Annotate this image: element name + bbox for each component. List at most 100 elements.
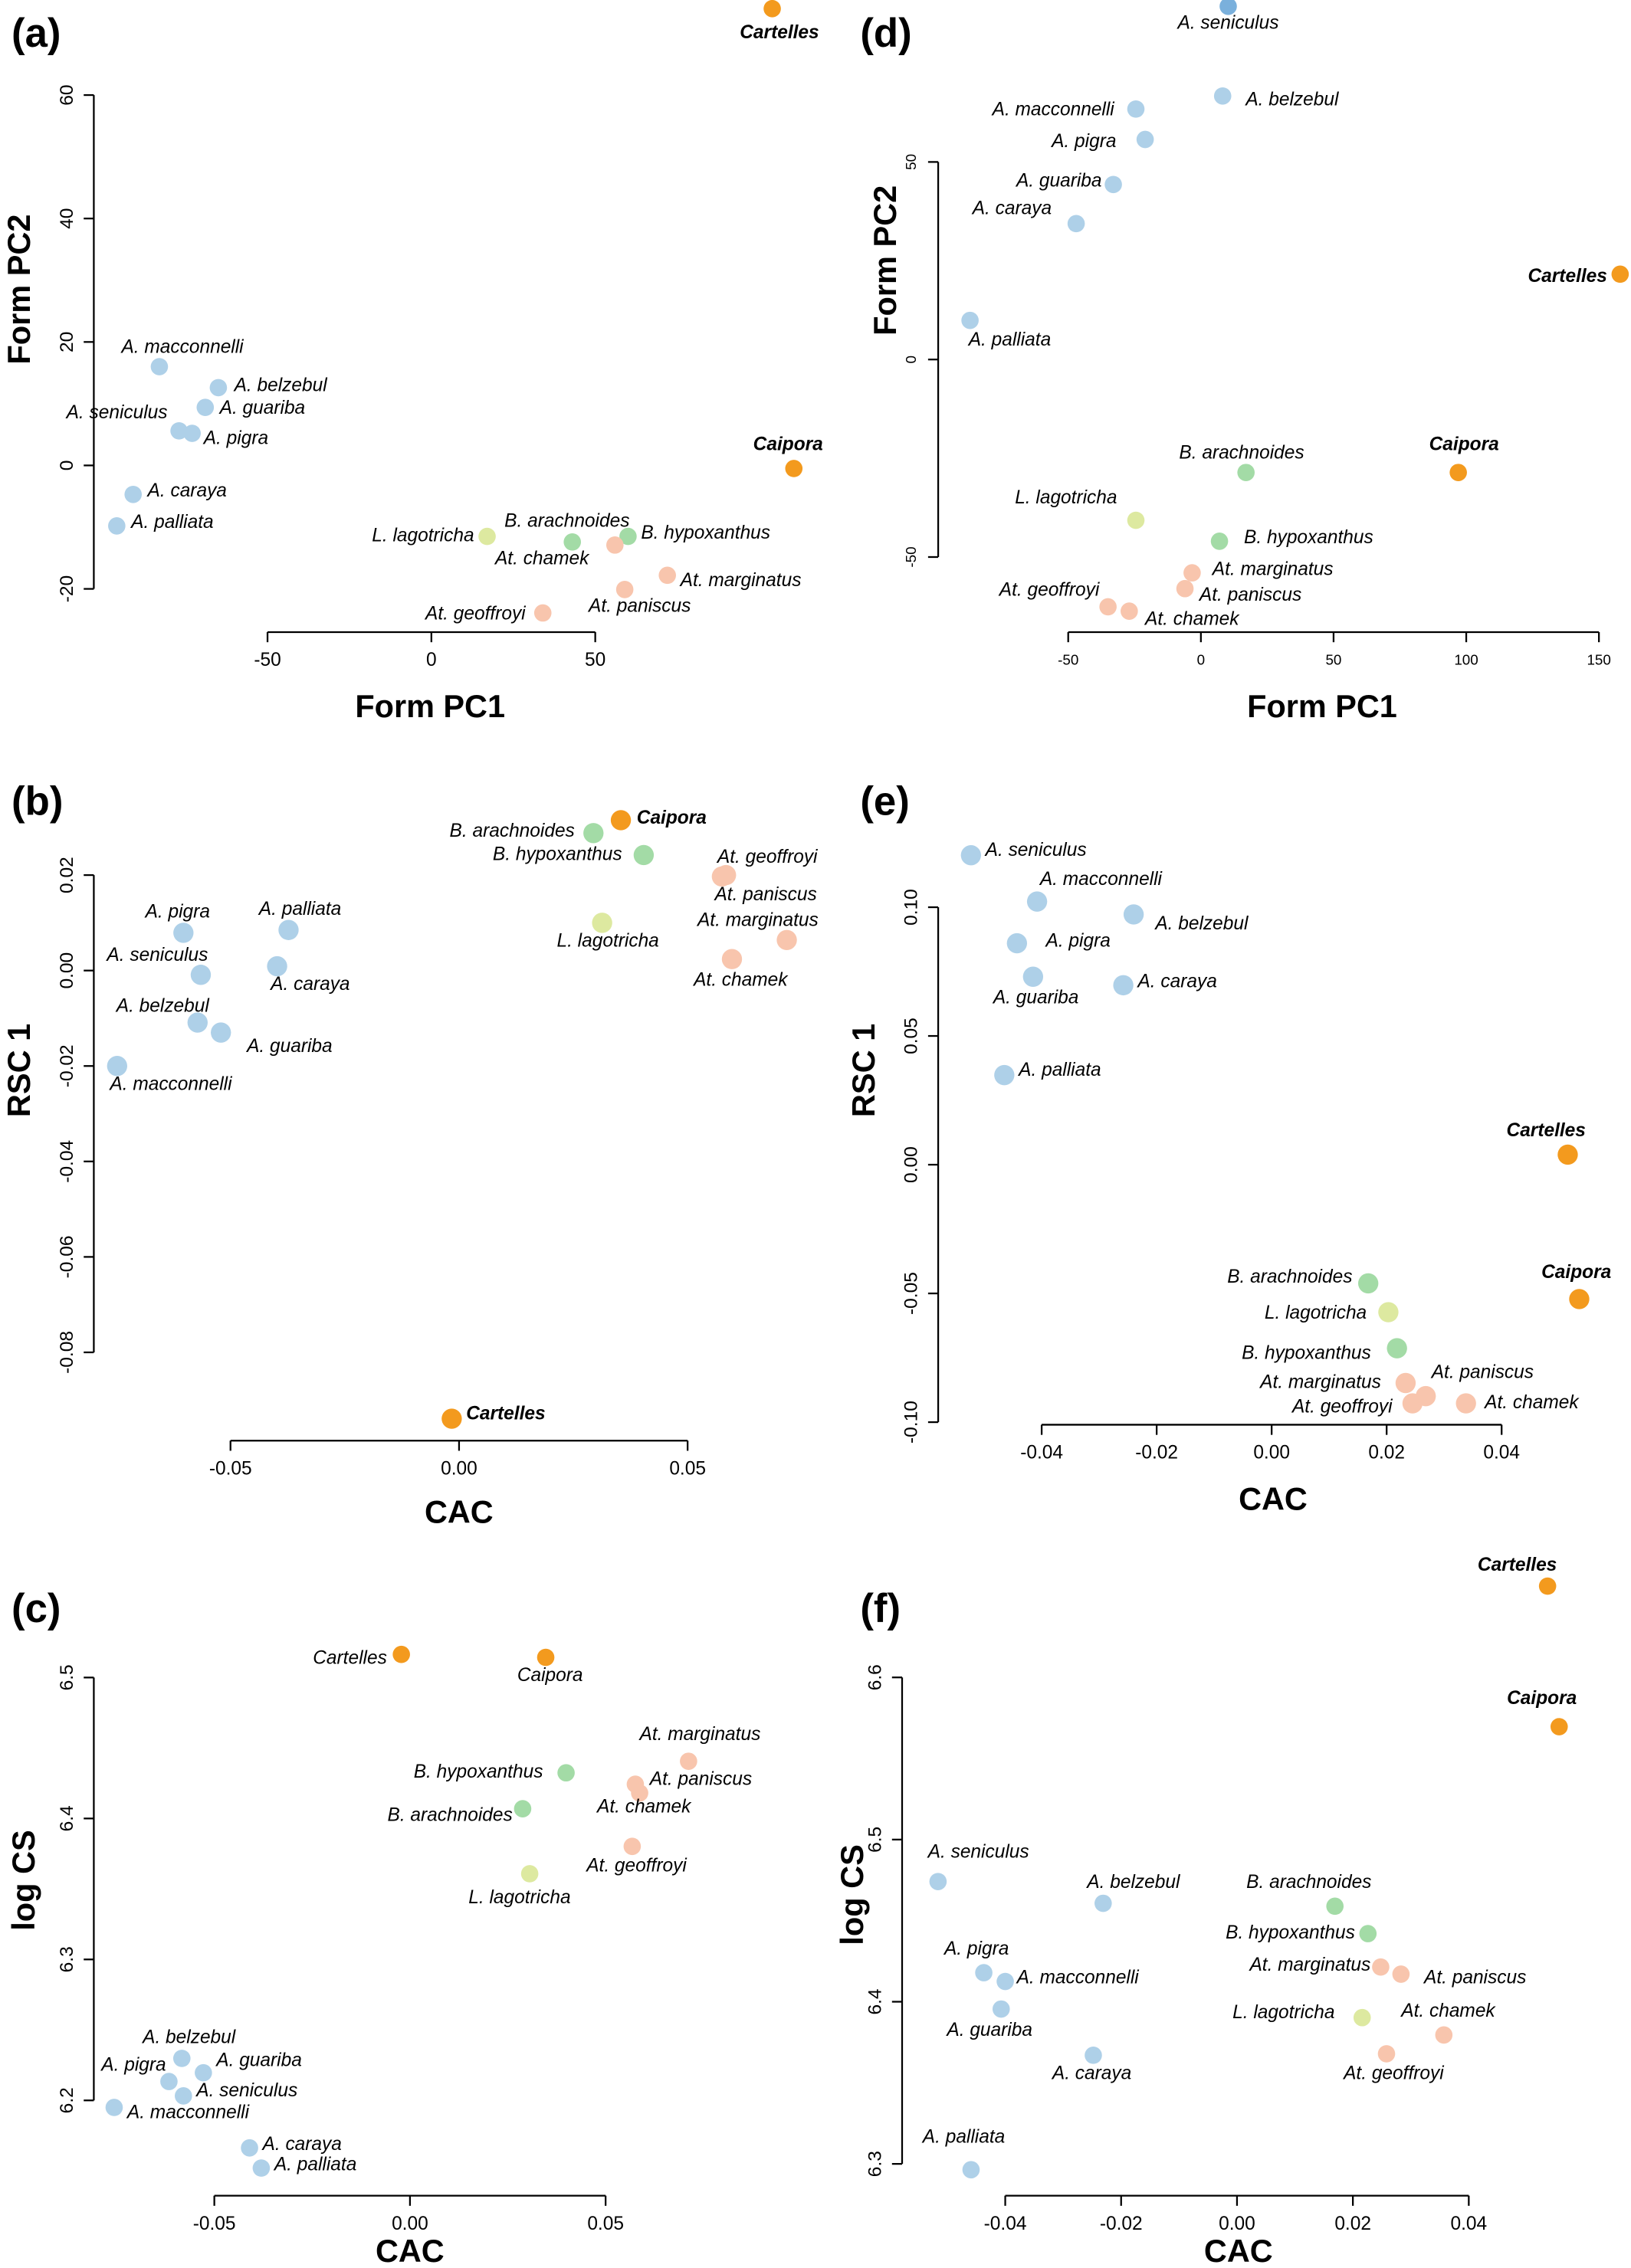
point-label: At. geoffroyi (1291, 1397, 1393, 1418)
point-label: Caipora (1507, 1688, 1577, 1709)
point-label: A. palliata (1017, 1060, 1101, 1080)
data-point (1127, 100, 1145, 118)
x-tick-label: -0.02 (1135, 1443, 1178, 1463)
point-label: L. lagotricha (372, 526, 474, 546)
point-label: At. chamek (692, 969, 789, 990)
point-label: A. belzebul (1154, 913, 1249, 934)
point-label: At. paniscus (648, 1768, 752, 1789)
data-point (1123, 904, 1144, 925)
x-tick-label: -0.04 (984, 2214, 1027, 2234)
data-point (1435, 2026, 1453, 2044)
point-label: A. palliata (273, 2154, 356, 2175)
y-tick-label: 0.10 (901, 889, 922, 926)
data-point (190, 965, 212, 985)
data-point (252, 2159, 271, 2177)
point-label: At. paniscus (713, 884, 816, 905)
point-label: L. lagotricha (1015, 487, 1117, 508)
data-point (1550, 1718, 1568, 1735)
y-axis-label: Form PC2 (867, 185, 903, 336)
data-point (994, 1064, 1015, 1086)
data-point (1183, 564, 1201, 582)
point-label: At. marginatus (1259, 1372, 1381, 1392)
point-label: A. pigra (202, 428, 268, 449)
x-tick-label: 0.00 (392, 2214, 428, 2234)
data-point (610, 810, 632, 831)
data-point (1094, 1894, 1112, 1912)
data-point (478, 527, 496, 546)
point-label: A. guariba (245, 1036, 333, 1057)
y-tick-label: -0.04 (57, 1140, 77, 1183)
x-axis-label: CAC (1239, 1480, 1308, 1516)
data-point (633, 844, 655, 866)
point-label: A. pigra (100, 2054, 166, 2075)
data-point (960, 844, 982, 866)
y-tick-label: -0.02 (57, 1044, 77, 1087)
point-label: At. marginatus (1211, 559, 1334, 579)
y-tick-label: -20 (57, 575, 77, 602)
y-tick-label: 50 (903, 154, 919, 170)
point-label: At. geoffroyi (716, 847, 818, 867)
data-point (175, 2087, 192, 2105)
data-point (267, 955, 287, 977)
point-label: A. caraya (146, 480, 227, 501)
data-point (392, 1645, 410, 1663)
point-label: At. chamek (1144, 608, 1240, 629)
point-label: At. chamek (1483, 1392, 1580, 1413)
y-tick-label: 0 (57, 460, 77, 471)
data-point (1538, 1577, 1557, 1595)
x-tick-label: 0.02 (1368, 1443, 1405, 1463)
point-label: At. paniscus (1430, 1362, 1534, 1382)
point-label: At. paniscus (1423, 1968, 1526, 1988)
data-point (592, 913, 612, 933)
y-tick-label: -50 (903, 546, 919, 567)
point-label: B. arachnoides (504, 510, 629, 531)
point-label: At. chamek (494, 549, 590, 569)
data-point (209, 379, 228, 397)
point-label: A. caraya (261, 2134, 342, 2155)
data-point (711, 866, 733, 887)
point-label: A. seniculus (927, 1841, 1029, 1862)
data-point (615, 581, 634, 598)
data-point (533, 604, 552, 622)
point-label: A. palliata (130, 512, 213, 533)
point-label: L. lagotricha (468, 1887, 570, 1908)
panel-label: (d) (860, 11, 911, 56)
data-point (992, 2000, 1010, 2018)
point-label: A. caraya (1051, 2063, 1131, 2083)
point-label: At. paniscus (587, 595, 691, 616)
data-point (1085, 2047, 1102, 2064)
point-label: B. hypoxanthus (1226, 1922, 1355, 1943)
data-point (623, 1837, 642, 1856)
point-label: At. paniscus (1198, 585, 1301, 605)
data-point (583, 823, 604, 844)
point-label: Cartelles (1507, 1120, 1586, 1141)
data-point (1213, 87, 1232, 105)
point-label: A. caraya (1136, 972, 1216, 992)
data-point (1359, 1925, 1377, 1942)
data-point (183, 424, 201, 442)
x-tick-label: 0.02 (1334, 2214, 1371, 2234)
point-label: B. arachnoides (1246, 1872, 1371, 1893)
data-point (1392, 1965, 1410, 1983)
y-tick-label: 6.4 (57, 1805, 77, 1831)
data-point (1219, 0, 1237, 15)
y-axis-label: RSC 1 (1, 1024, 37, 1117)
panel-label: (c) (11, 1586, 61, 1631)
point-label: At. marginatus (679, 570, 802, 591)
x-tick-label: -0.04 (1020, 1443, 1063, 1463)
data-point (763, 0, 781, 18)
data-point (1121, 602, 1138, 620)
data-point (1402, 1393, 1423, 1414)
point-label: At. marginatus (638, 1724, 761, 1745)
point-label: At. chamek (1400, 2001, 1496, 2021)
x-tick-label: -0.02 (1100, 2214, 1143, 2234)
point-label: A. palliata (258, 899, 341, 919)
point-label: A. seniculus (984, 840, 1087, 860)
point-label: B. hypoxanthus (641, 523, 770, 543)
y-axis-label: Form PC2 (1, 214, 37, 364)
y-tick-label: 6.4 (865, 1988, 886, 2014)
y-tick-label: 40 (57, 208, 77, 229)
x-axis-label: CAC (425, 1493, 494, 1529)
x-tick-label: 0 (1197, 652, 1205, 668)
data-point (105, 2099, 123, 2116)
